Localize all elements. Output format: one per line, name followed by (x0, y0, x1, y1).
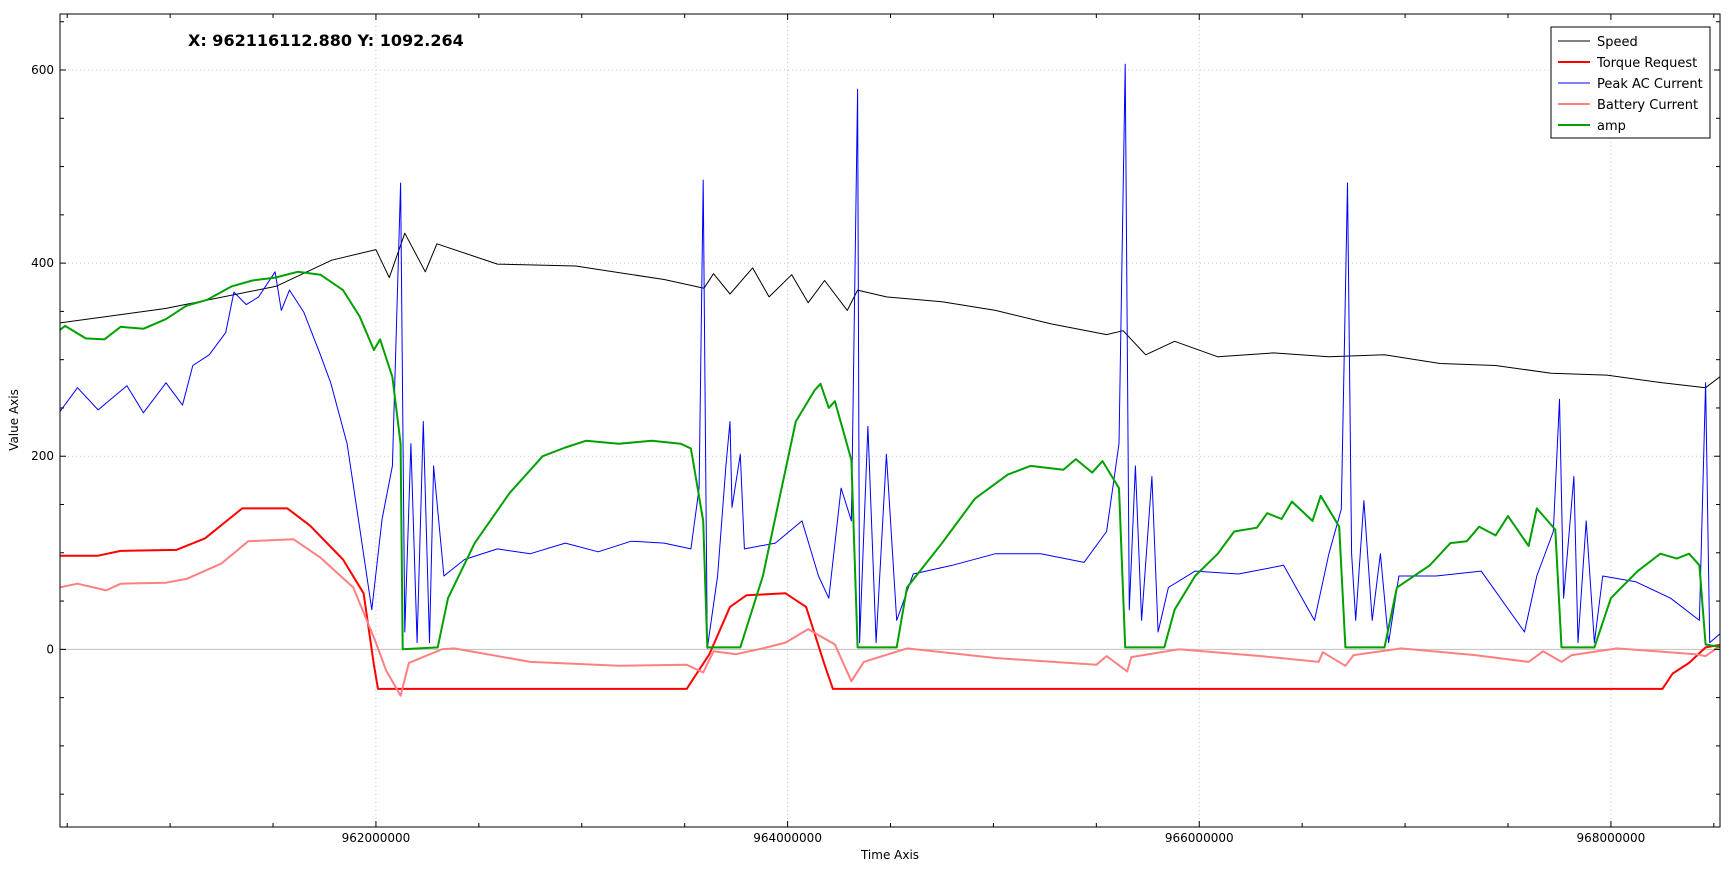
legend-label: Battery Current (1597, 98, 1698, 113)
y-axis-title: Value Axis (7, 389, 21, 451)
grid-lines (60, 14, 1720, 827)
series-lines (60, 63, 1720, 697)
legend-label: amp (1597, 119, 1626, 134)
y-tick-label: 600 (31, 63, 54, 77)
x-tick-label: 966000000 (1165, 831, 1234, 845)
x-tick-label: 962000000 (342, 831, 411, 845)
plot-frame (59, 13, 1721, 828)
y-tick-label: 200 (31, 449, 54, 463)
series-line-speed (60, 232, 1720, 389)
legend-label: Speed (1597, 35, 1638, 50)
x-tick-label: 964000000 (753, 831, 822, 845)
series-line-peak-ac-current (60, 63, 1720, 649)
coordinate-readout: X: 962116112.880 Y: 1092.264 (188, 31, 464, 50)
legend: Speed Torque Request Peak AC Current Batter… (1550, 26, 1711, 139)
series-line-battery-current (60, 538, 1720, 697)
series-line-torque-request (60, 507, 1720, 690)
y-tick-label: 0 (46, 642, 54, 656)
legend-label: Peak AC Current (1597, 77, 1703, 92)
y-tick-label: 400 (31, 256, 54, 270)
series-line-amp (60, 270, 1720, 651)
legend-label: Torque Request (1596, 56, 1697, 71)
x-tick-label: 968000000 (1577, 831, 1646, 845)
x-axis-title: Time Axis (860, 848, 919, 862)
axis-ticks: 962000000 964000000 966000000 968000000 0 200… (31, 14, 1720, 845)
